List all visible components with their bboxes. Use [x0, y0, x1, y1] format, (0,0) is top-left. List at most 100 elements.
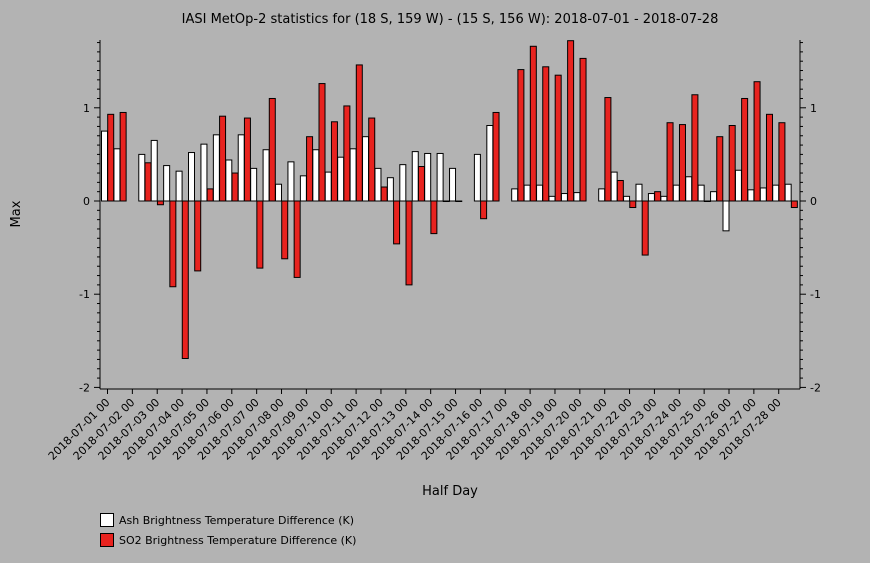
ash-bar	[747, 189, 755, 202]
so2-bar	[753, 81, 761, 202]
ash-bar	[759, 187, 767, 202]
legend-so2-swatch	[100, 533, 114, 547]
so2-bar	[691, 94, 699, 202]
legend-ash-label: Ash Brightness Temperature Difference (K…	[119, 513, 354, 527]
so2-bar	[306, 136, 314, 202]
ash-bar	[647, 193, 655, 202]
so2-bar	[156, 200, 164, 206]
so2-bar	[430, 200, 438, 235]
so2-bar	[219, 115, 227, 202]
ash-bar	[312, 149, 320, 202]
so2-bar	[293, 200, 301, 278]
ash-bar	[598, 188, 606, 202]
ash-bar	[163, 165, 171, 202]
so2-bar	[554, 74, 562, 202]
ash-bar	[411, 151, 419, 202]
so2-bar	[492, 111, 500, 202]
so2-bar	[144, 162, 152, 202]
ash-bar	[623, 195, 631, 202]
y-tick-label-right: 0	[810, 195, 817, 208]
so2-bar	[343, 105, 351, 202]
so2-bar	[169, 200, 177, 288]
so2-bar	[703, 200, 711, 202]
so2-bar	[641, 200, 649, 256]
ash-bar	[784, 183, 792, 202]
y-tick-label-right: -2	[810, 381, 821, 394]
ash-bar	[399, 164, 407, 202]
ash-bar	[188, 152, 196, 202]
ash-bar	[200, 143, 208, 202]
so2-bar	[355, 64, 363, 202]
so2-bar	[281, 200, 289, 260]
ash-bar	[536, 184, 544, 202]
so2-bar	[206, 188, 214, 202]
ash-bar	[710, 191, 718, 202]
ash-bar	[772, 184, 780, 202]
legend-so2: SO2 Brightness Temperature Difference (K…	[100, 533, 356, 547]
so2-bar	[542, 66, 550, 202]
ash-bar	[212, 134, 220, 202]
so2-bar	[741, 97, 749, 202]
ash-bar	[548, 195, 556, 202]
ash-bar	[337, 156, 345, 202]
so2-bar	[330, 121, 338, 202]
so2-bar	[417, 166, 425, 202]
x-axis-label: Half Day	[422, 484, 478, 499]
so2-bar	[455, 200, 463, 202]
ash-bar	[660, 195, 668, 202]
so2-bar	[604, 97, 612, 202]
ash-bar	[287, 161, 295, 202]
ash-bar	[722, 200, 730, 232]
chart-title: IASI MetOp-2 statistics for (18 S, 159 W…	[182, 12, 719, 27]
ash-bar	[424, 152, 432, 202]
ash-bar	[473, 153, 481, 202]
ash-bar	[349, 148, 357, 202]
so2-bar	[194, 200, 202, 272]
ash-bar	[685, 176, 693, 202]
y-tick-label-left: 0	[83, 195, 90, 208]
so2-bar	[778, 122, 786, 202]
y-tick-label-right: -1	[810, 288, 821, 301]
so2-bar	[765, 113, 773, 202]
so2-bar	[716, 136, 724, 202]
ash-bar	[573, 192, 581, 202]
so2-bar	[181, 200, 189, 360]
legend-ash-swatch	[100, 513, 114, 527]
so2-bar	[119, 111, 127, 202]
legend-so2-label: SO2 Brightness Temperature Difference (K…	[119, 533, 357, 547]
so2-bar	[567, 40, 575, 202]
so2-bar	[256, 200, 264, 269]
ash-bar	[275, 183, 283, 202]
ash-bar	[138, 153, 146, 202]
so2-bar	[728, 125, 736, 202]
so2-bar	[368, 117, 376, 202]
legend-ash: Ash Brightness Temperature Difference (K…	[100, 513, 354, 527]
so2-bar	[480, 200, 488, 220]
bars	[101, 40, 798, 360]
ash-bar	[436, 152, 444, 202]
axes	[94, 40, 806, 394]
ash-bar	[101, 130, 108, 202]
ash-bar	[225, 159, 233, 202]
so2-bar	[243, 117, 251, 202]
ash-bar	[299, 175, 307, 202]
ash-bar	[324, 171, 332, 202]
y-tick-labels: -2 -2 -1 -1 0 0 1 1	[79, 102, 821, 395]
so2-bar	[678, 124, 686, 202]
ash-bar	[250, 167, 258, 202]
ash-bar	[262, 149, 270, 202]
y-tick-label-left: -1	[79, 288, 90, 301]
ash-bar	[511, 188, 519, 202]
so2-bar	[380, 186, 388, 202]
so2-bar	[231, 172, 239, 202]
so2-bar	[442, 200, 450, 202]
y-axis-label: Max	[9, 200, 24, 227]
y-tick-label-left: -2	[79, 381, 90, 394]
ash-bar	[560, 193, 568, 202]
ash-bar	[175, 170, 183, 202]
ash-bar	[237, 134, 245, 202]
so2-bar	[393, 200, 401, 245]
so2-bar	[666, 122, 674, 202]
